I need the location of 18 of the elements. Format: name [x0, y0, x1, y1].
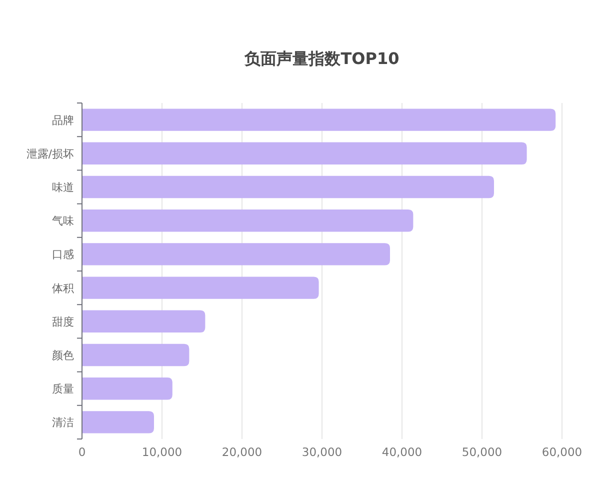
x-tick-label: 50,000: [462, 445, 502, 459]
y-tick-label: 口感: [52, 248, 74, 262]
x-tick-label: 20,000: [222, 445, 262, 459]
y-tick-label: 甜度: [52, 315, 74, 328]
y-tick-label: 体积: [52, 282, 74, 295]
x-tick-label: 0: [78, 445, 86, 459]
x-tick-label: 60,000: [542, 445, 582, 459]
x-tick-label: 10,000: [142, 445, 182, 459]
y-tick-label: 品牌: [52, 114, 74, 127]
y-tick-label: 气味: [52, 214, 74, 228]
y-tick-label: 质量: [52, 382, 74, 396]
x-tick-label: 40,000: [382, 445, 422, 459]
y-tick-label: 清洁: [52, 416, 74, 430]
chart-title: 负面声量指数TOP10: [244, 49, 400, 68]
y-tick-label: 味道: [52, 181, 74, 194]
y-tick-label: 颜色: [52, 349, 74, 362]
y-tick-label: 泄露/损坏: [26, 147, 74, 160]
x-tick-label: 30,000: [302, 445, 342, 459]
